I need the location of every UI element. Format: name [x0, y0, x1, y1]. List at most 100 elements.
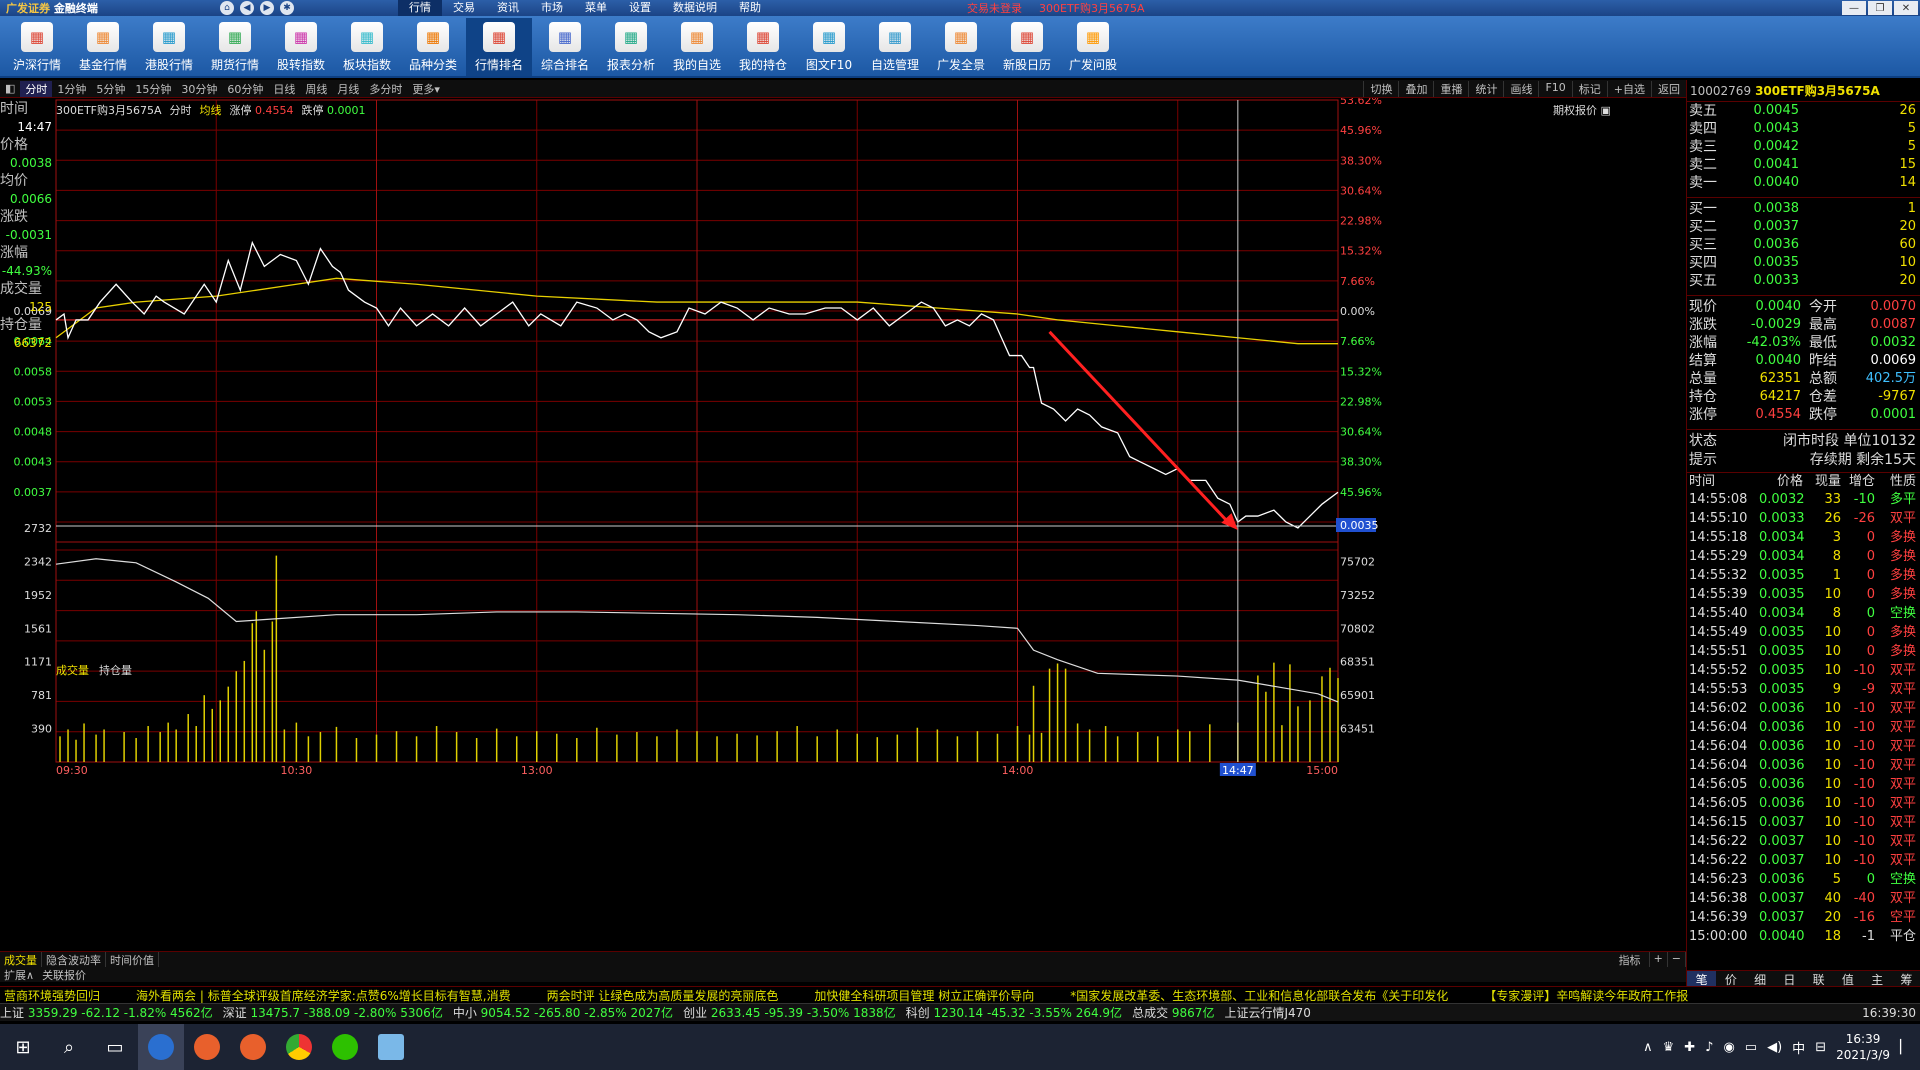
- tray-app-icon[interactable]: ♛: [1662, 1039, 1675, 1055]
- quote-tab-0[interactable]: 笔: [1687, 971, 1717, 987]
- home-icon[interactable]: ⌂: [220, 1, 234, 15]
- edge-app-icon[interactable]: [230, 1024, 276, 1070]
- taskbar-clock[interactable]: 16:39 2021/3/9: [1836, 1031, 1890, 1063]
- news-item[interactable]: 加快健全科研项目管理 树立正确评价导向: [814, 989, 1035, 1003]
- toolbar-button-10[interactable]: ▦ 我的自选: [664, 18, 730, 76]
- toolbar-button-4[interactable]: ▦ 股转指数: [268, 18, 334, 76]
- tick-row[interactable]: 14:56:22 0.0037 10 -10 双平: [1687, 832, 1920, 851]
- chart-settings-icon[interactable]: ◧: [5, 82, 16, 95]
- tick-row[interactable]: 14:55:52 0.0035 10 -10 双平: [1687, 661, 1920, 680]
- browser-app-icon[interactable]: [184, 1024, 230, 1070]
- microphone-icon[interactable]: ♪: [1705, 1039, 1714, 1055]
- tick-row[interactable]: 14:55:32 0.0035 1 0 多换: [1687, 566, 1920, 585]
- gf-terminal-app-icon[interactable]: [138, 1024, 184, 1070]
- zoom-out-icon[interactable]: −: [1668, 952, 1686, 967]
- tool-3[interactable]: 统计: [1468, 80, 1503, 97]
- toolbar-button-8[interactable]: ▦ 综合排名: [532, 18, 598, 76]
- tool-0[interactable]: 切换: [1363, 80, 1398, 97]
- tick-row[interactable]: 14:56:23 0.0036 5 0 空换: [1687, 870, 1920, 889]
- ext-tab-0[interactable]: 扩展∧: [4, 969, 35, 982]
- tool-5[interactable]: F10: [1538, 80, 1571, 97]
- toolbar-button-6[interactable]: ▦ 品种分类: [400, 18, 466, 76]
- quote-tab-3[interactable]: 日: [1783, 973, 1796, 987]
- task-view-icon[interactable]: ▭: [106, 1036, 124, 1058]
- quote-tab-6[interactable]: 主: [1871, 973, 1884, 987]
- news-item[interactable]: 【专家漫评】辛鸣解读今年政府工作报: [1484, 989, 1689, 1003]
- ime-mode-icon[interactable]: ⊟: [1815, 1039, 1827, 1055]
- toolbar-button-9[interactable]: ▦ 报表分析: [598, 18, 664, 76]
- tool-2[interactable]: 重播: [1433, 80, 1468, 97]
- asks-row[interactable]: 卖四 0.0043 5: [1687, 120, 1920, 138]
- news-item[interactable]: 营商环境强势回归: [4, 989, 101, 1003]
- quote-tab-4[interactable]: 联: [1812, 973, 1825, 987]
- tick-row[interactable]: 14:55:29 0.0034 8 0 多换: [1687, 547, 1920, 566]
- ext-tab-1[interactable]: 关联报价: [42, 969, 87, 982]
- menu-4[interactable]: 菜单: [585, 1, 607, 14]
- indicator-tab-0[interactable]: 成交量: [0, 952, 42, 967]
- bids-row[interactable]: 买四 0.0035 10: [1687, 254, 1920, 272]
- quote-tab-7[interactable]: 筹: [1900, 973, 1913, 987]
- period-2[interactable]: 5分钟: [96, 82, 126, 96]
- period-7[interactable]: 周线: [305, 82, 328, 96]
- indicator-tab-2[interactable]: 时间价值: [106, 952, 159, 967]
- menu-3[interactable]: 市场: [541, 1, 563, 14]
- asks-row[interactable]: 卖一 0.0040 14: [1687, 174, 1920, 192]
- ime-indicator[interactable]: 中: [1792, 1041, 1806, 1057]
- tool-4[interactable]: 画线: [1503, 80, 1538, 97]
- chrome-app-icon[interactable]: [276, 1024, 322, 1070]
- asks-row[interactable]: 卖二 0.0041 15: [1687, 156, 1920, 174]
- chart-svg[interactable]: 0.0069 0.0064 0.0058 0.0053 0.0048 0.0043 0.00…: [0, 98, 1686, 951]
- toolbar-button-5[interactable]: ▦ 板块指数: [334, 18, 400, 76]
- tick-row[interactable]: 14:56:39 0.0037 20 -16 空平: [1687, 908, 1920, 927]
- menu-0[interactable]: 行情: [398, 0, 442, 16]
- tick-row[interactable]: 14:56:02 0.0036 10 -10 双平: [1687, 699, 1920, 718]
- minimize-icon[interactable]: —: [1842, 1, 1866, 15]
- menu-5[interactable]: 设置: [629, 1, 651, 14]
- asks-row[interactable]: 卖三 0.0042 5: [1687, 138, 1920, 156]
- menu-1[interactable]: 交易: [453, 1, 475, 14]
- toolbar-button-15[interactable]: ▦ 新股日历: [994, 18, 1060, 76]
- tick-row[interactable]: 14:56:04 0.0036 10 -10 双平: [1687, 737, 1920, 756]
- tick-row[interactable]: 14:55:18 0.0034 3 0 多换: [1687, 528, 1920, 547]
- option-quote-link[interactable]: 期权报价 ▣: [1553, 104, 1611, 117]
- news-item[interactable]: 海外看两会 | 标普全球评级首席经济学家:点赞6%增长目标有智慧,消费: [136, 989, 511, 1003]
- tool-6[interactable]: 标记: [1571, 80, 1607, 97]
- tick-row[interactable]: 14:56:22 0.0037 10 -10 双平: [1687, 851, 1920, 870]
- tick-row[interactable]: 14:55:08 0.0032 33 -10 多平: [1687, 490, 1920, 509]
- menu-6[interactable]: 数据说明: [673, 1, 717, 14]
- zoom-in-icon[interactable]: +: [1650, 952, 1668, 967]
- tick-row[interactable]: 14:56:05 0.0036 10 -10 双平: [1687, 794, 1920, 813]
- index-item[interactable]: 上证云行情J470: [1224, 1004, 1310, 1021]
- tick-row[interactable]: 14:56:05 0.0036 10 -10 双平: [1687, 775, 1920, 794]
- restore-icon[interactable]: ❐: [1868, 1, 1892, 15]
- option-quote-label[interactable]: 期权报价: [1553, 104, 1597, 117]
- quote-tab-5[interactable]: 值: [1841, 973, 1854, 987]
- bids-row[interactable]: 买三 0.0036 60: [1687, 236, 1920, 254]
- quote-tab-1[interactable]: 价: [1724, 973, 1737, 987]
- toolbar-button-11[interactable]: ▦ 我的持仓: [730, 18, 796, 76]
- menu-2[interactable]: 资讯: [497, 1, 519, 14]
- tool-7[interactable]: +自选: [1606, 80, 1651, 97]
- index-item[interactable]: 总成交 9867亿: [1132, 1004, 1214, 1021]
- tray-expand-icon[interactable]: ∧: [1643, 1039, 1653, 1055]
- period-3[interactable]: 15分钟: [135, 82, 172, 96]
- tray-antivirus-icon[interactable]: ✚: [1684, 1039, 1696, 1055]
- period-8[interactable]: 月线: [337, 82, 360, 96]
- tick-row[interactable]: 14:55:40 0.0034 8 0 空换: [1687, 604, 1920, 623]
- toolbar-button-16[interactable]: ▦ 广发问股: [1060, 18, 1126, 76]
- tick-list[interactable]: 14:55:08 0.0032 33 -10 多平 14:55:10 0.0033 26 -26…: [1687, 490, 1920, 946]
- menu-7[interactable]: 帮助: [739, 1, 761, 14]
- period-0[interactable]: 分时: [20, 80, 53, 97]
- tick-row[interactable]: 14:56:04 0.0036 10 -10 双平: [1687, 718, 1920, 737]
- period-4[interactable]: 30分钟: [181, 82, 218, 96]
- bids-row[interactable]: 买一 0.0038 1: [1687, 200, 1920, 218]
- period-5[interactable]: 60分钟: [227, 82, 264, 96]
- toolbar-button-0[interactable]: ▦ 沪深行情: [4, 18, 70, 76]
- bids-row[interactable]: 买二 0.0037 20: [1687, 218, 1920, 236]
- notes-app-icon[interactable]: [368, 1024, 414, 1070]
- period-9[interactable]: 多分时: [369, 82, 403, 96]
- tool-8[interactable]: 返回: [1651, 80, 1686, 97]
- tools-icon[interactable]: ✱: [280, 1, 294, 15]
- tool-1[interactable]: 叠加: [1398, 80, 1433, 97]
- toolbar-button-3[interactable]: ▦ 期货行情: [202, 18, 268, 76]
